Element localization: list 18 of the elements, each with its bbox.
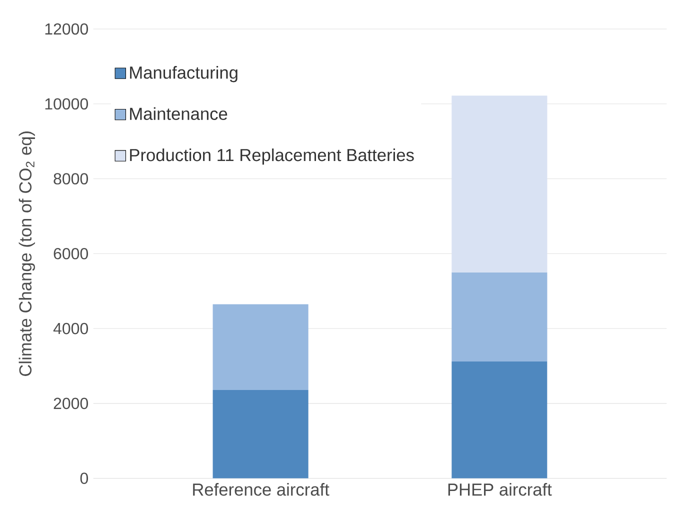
y-tick-label: 8000 — [54, 173, 88, 184]
y-tick-label: 12000 — [45, 23, 88, 35]
y-tick-label: 4000 — [53, 322, 88, 334]
y-tick-label: 10000 — [45, 98, 88, 110]
legend-label: Manufacturing — [130, 66, 238, 82]
bar — [212, 390, 308, 478]
x-tick-label: Reference aircraft — [193, 483, 330, 496]
bar — [452, 272, 548, 362]
y-tick-label: 2000 — [54, 398, 88, 410]
legend-label: Maintenance — [130, 107, 228, 120]
legend-label: Production 11 Replacement Batteries — [130, 148, 414, 165]
y-tick-label: 0 — [80, 472, 88, 484]
bar — [452, 361, 548, 478]
x-tick-label: PHEP aircraft — [448, 483, 552, 496]
bar — [212, 304, 308, 390]
y-axis-title: Climate Change (ton of CO$_{2}$ eq) — [18, 132, 35, 376]
bar — [452, 96, 548, 272]
y-tick-label: 6000 — [54, 248, 88, 260]
